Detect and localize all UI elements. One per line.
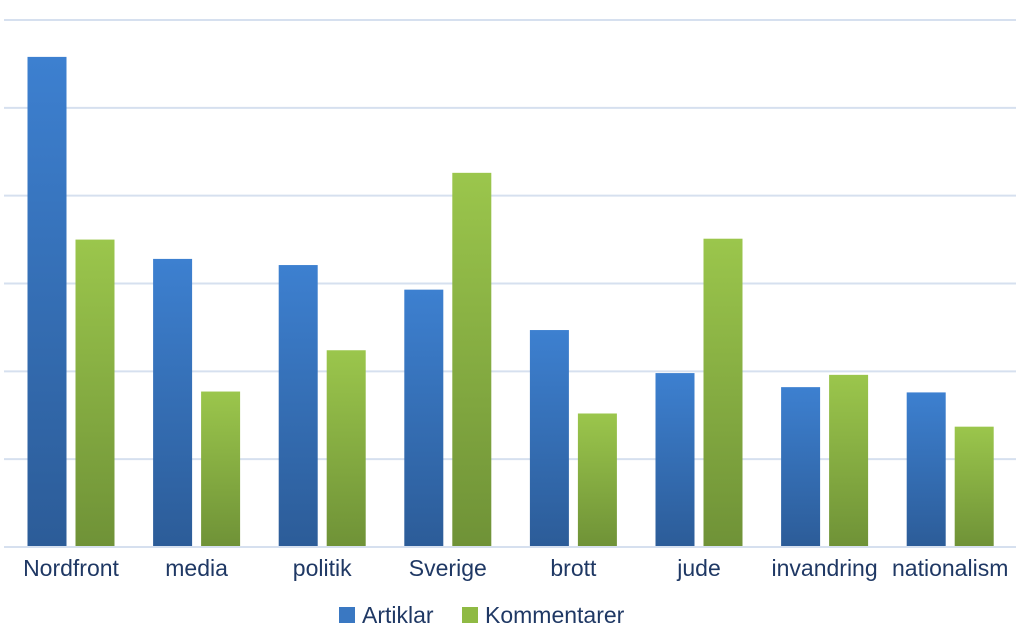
x-tick-label: politik [293, 555, 352, 581]
x-tick-label: jude [676, 555, 720, 581]
bar-artiklar-nordfront [27, 56, 67, 547]
legend-swatch-artiklar [339, 607, 355, 623]
bar-artiklar-politik [278, 265, 318, 547]
bar-artiklar-invandring [781, 387, 821, 547]
bar-artiklar-sverige [404, 289, 444, 547]
bar-kommentarer-jude [703, 238, 743, 547]
legend-label-kommentarer: Kommentarer [485, 602, 625, 628]
x-tick-label: brott [550, 555, 597, 581]
bar-kommentarer-invandring [829, 374, 869, 547]
bar-kommentarer-nordfront [75, 239, 115, 548]
bar-artiklar-jude [655, 373, 695, 547]
legend-label-artiklar: Artiklar [362, 602, 434, 628]
bar-kommentarer-nationalism [954, 426, 994, 547]
x-tick-labels: Nordfront media politik Sverige brott jude inv… [23, 555, 1008, 581]
x-tick-label: nationalism [892, 555, 1008, 581]
x-tick-label: invandring [772, 555, 878, 581]
bar-kommentarer-brott [577, 413, 617, 547]
x-tick-label: media [165, 555, 228, 581]
x-tick-label: Sverige [409, 555, 487, 581]
legend: Artiklar Kommentarer [339, 602, 625, 628]
x-tick-label: Nordfront [23, 555, 119, 581]
bar-kommentarer-politik [326, 350, 366, 547]
bar-kommentarer-sverige [452, 172, 492, 547]
bar-kommentarer-media [201, 391, 241, 547]
bars [27, 56, 994, 548]
legend-swatch-kommentarer [462, 607, 478, 623]
bar-artiklar-brott [529, 330, 569, 547]
bar-artiklar-media [153, 258, 193, 547]
bar-artiklar-nationalism [906, 392, 946, 547]
